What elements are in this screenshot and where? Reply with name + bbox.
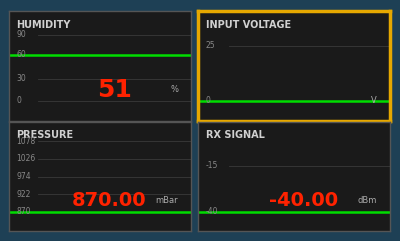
Text: -40.00: -40.00 <box>269 191 338 210</box>
Text: V: V <box>371 96 376 105</box>
Text: dBm: dBm <box>357 196 376 205</box>
Text: -15: -15 <box>206 161 218 170</box>
Text: 1026: 1026 <box>16 154 35 163</box>
Text: 0: 0 <box>206 96 210 105</box>
Text: 51: 51 <box>97 78 132 102</box>
Text: 974: 974 <box>16 172 31 181</box>
Text: 30: 30 <box>16 74 26 83</box>
Text: 870: 870 <box>16 207 30 216</box>
Text: 90: 90 <box>16 30 26 40</box>
Text: mBar: mBar <box>156 196 178 205</box>
Text: 1078: 1078 <box>16 137 35 146</box>
Text: 60: 60 <box>16 50 26 59</box>
Text: 0: 0 <box>16 96 21 105</box>
Text: PRESSURE: PRESSURE <box>16 130 73 141</box>
Text: %: % <box>170 85 178 94</box>
Text: HUMIDITY: HUMIDITY <box>16 20 70 30</box>
Text: 25: 25 <box>206 41 215 50</box>
Text: 870.00: 870.00 <box>72 191 146 210</box>
Text: RX SIGNAL: RX SIGNAL <box>206 130 264 141</box>
Text: -40: -40 <box>206 207 218 216</box>
Text: INPUT VOLTAGE: INPUT VOLTAGE <box>206 20 291 30</box>
Text: 922: 922 <box>16 190 30 199</box>
